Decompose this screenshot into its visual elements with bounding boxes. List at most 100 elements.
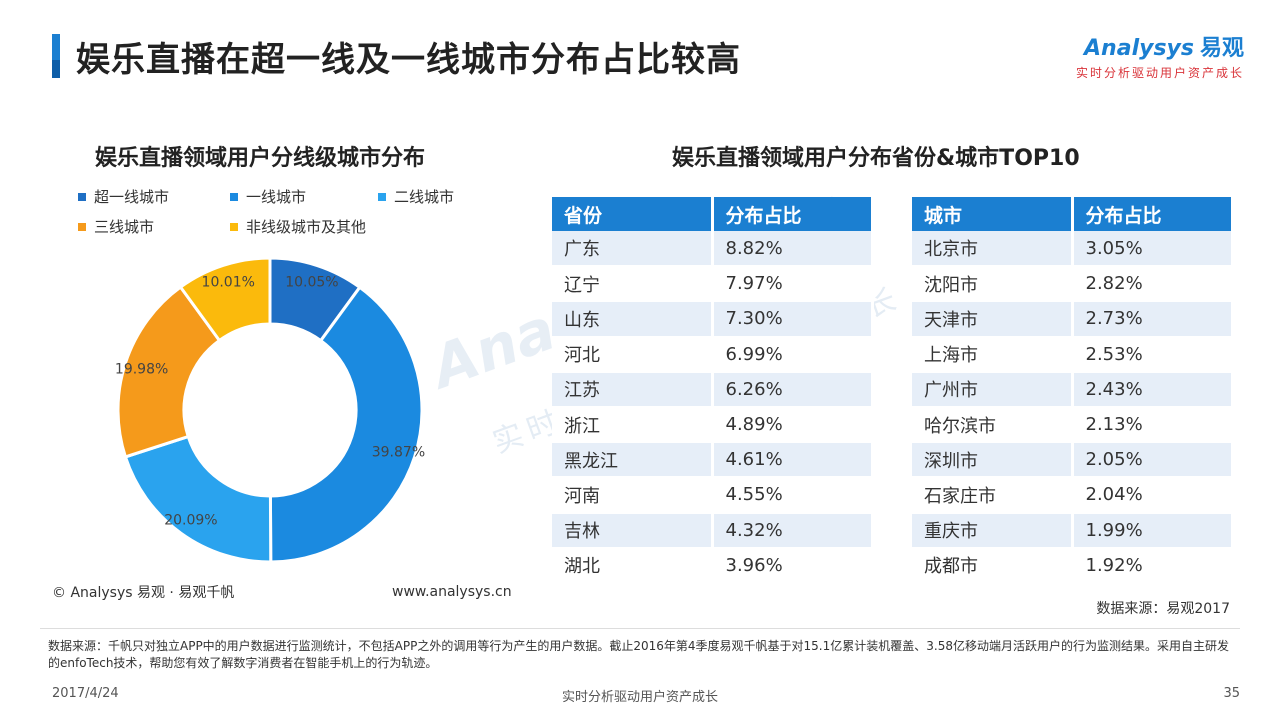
province-row: 河北 6.99% xyxy=(552,336,874,373)
province-share-cell: 8.82% xyxy=(712,231,874,268)
province-share-cell: 3.96% xyxy=(712,547,874,584)
legend-label: 三线城市 xyxy=(94,218,155,236)
city-name-cell: 哈尔滨市 xyxy=(912,406,1074,444)
province-share-cell: 6.99% xyxy=(712,336,874,373)
province-name-cell: 河南 xyxy=(552,477,714,514)
legend-swatch xyxy=(78,192,86,201)
footer-date: 2017/4/24 xyxy=(52,686,119,701)
legend-item: 一线城市 xyxy=(230,186,306,207)
logo-cn: 易观 xyxy=(1199,36,1244,61)
slice-label: 19.98% xyxy=(115,361,168,377)
province-name-cell: 浙江 xyxy=(552,406,714,444)
province-row: 黑龙江 4.61% xyxy=(552,442,874,479)
province-name-cell: 广东 xyxy=(552,231,714,268)
province-name-cell: 吉林 xyxy=(552,512,714,549)
city-row: 北京市 3.05% xyxy=(912,231,1234,268)
province-name-cell: 江苏 xyxy=(552,371,714,408)
province-table-header: 省份 分布占比 xyxy=(552,197,874,231)
page-title: 娱乐直播在超一线及一线城市分布占比较高 xyxy=(76,40,741,80)
province-share-cell: 4.61% xyxy=(712,442,874,479)
logo-en: Analysys xyxy=(1084,36,1194,61)
city-row: 深圳市 2.05% xyxy=(912,442,1234,479)
province-header-share: 分布占比 xyxy=(712,197,874,231)
province-name-cell: 河北 xyxy=(552,336,714,373)
city-share-cell: 2.04% xyxy=(1072,477,1234,514)
donut-slice xyxy=(268,285,424,564)
legend-label: 一线城市 xyxy=(246,188,307,206)
province-share-cell: 6.26% xyxy=(712,371,874,408)
city-share-cell: 1.99% xyxy=(1072,512,1234,549)
city-name-cell: 北京市 xyxy=(912,231,1074,268)
province-share-cell: 4.89% xyxy=(712,406,874,444)
city-name-cell: 天津市 xyxy=(912,301,1074,338)
province-row: 湖北 3.96% xyxy=(552,547,874,584)
city-name-cell: 成都市 xyxy=(912,547,1074,584)
legend-item: 二线城市 xyxy=(378,186,454,207)
footer-slogan: 实时分析驱动用户资产成长 xyxy=(561,690,718,705)
province-name-cell: 山东 xyxy=(552,301,714,338)
province-row: 浙江 4.89% xyxy=(552,406,874,444)
city-row: 天津市 2.73% xyxy=(912,301,1234,338)
slice-label: 10.01% xyxy=(202,275,255,291)
city-row: 广州市 2.43% xyxy=(912,371,1234,408)
legend-swatch xyxy=(230,222,238,231)
title-accent-bar-dark xyxy=(52,60,60,78)
province-row: 广东 8.82% xyxy=(552,231,874,268)
legend-label: 非线级城市及其他 xyxy=(246,218,367,236)
legend-label: 二线城市 xyxy=(394,188,455,206)
city-name-cell: 上海市 xyxy=(912,336,1074,373)
legend-item: 超一线城市 xyxy=(78,186,169,207)
city-name-cell: 石家庄市 xyxy=(912,477,1074,514)
province-share-cell: 4.32% xyxy=(712,512,874,549)
legend-swatch xyxy=(378,192,386,201)
city-share-cell: 2.13% xyxy=(1072,406,1234,444)
province-row: 河南 4.55% xyxy=(552,477,874,514)
city-header-share: 分布占比 xyxy=(1072,197,1234,231)
donut-chart: 10.05% 39.87% 20.09% 19.98% 10.01% xyxy=(115,256,425,564)
province-row: 吉林 4.32% xyxy=(552,512,874,549)
city-share-cell: 2.43% xyxy=(1072,371,1234,408)
copyright-text: © Analysys 易观 · 易观千帆 xyxy=(52,585,235,601)
title-accent-bar xyxy=(52,34,60,78)
province-row: 江苏 6.26% xyxy=(552,371,874,408)
city-row: 重庆市 1.99% xyxy=(912,512,1234,549)
city-share-cell: 2.05% xyxy=(1072,442,1234,479)
top10-section-title: 娱乐直播领域用户分布省份&城市TOP10 xyxy=(672,146,1080,171)
province-name-cell: 黑龙江 xyxy=(552,442,714,479)
page-number: 35 xyxy=(1223,686,1240,701)
legend-item: 非线级城市及其他 xyxy=(230,216,366,237)
city-row: 哈尔滨市 2.13% xyxy=(912,406,1234,444)
website-link[interactable]: www.analysys.cn xyxy=(392,584,512,600)
legend-swatch xyxy=(230,192,238,201)
city-name-cell: 沈阳市 xyxy=(912,266,1074,303)
city-name-cell: 广州市 xyxy=(912,371,1074,408)
city-table-header: 城市 分布占比 xyxy=(912,197,1234,231)
footnote-divider xyxy=(40,628,1240,629)
city-header-name: 城市 xyxy=(912,197,1074,231)
donut-slice xyxy=(123,434,273,564)
logo-main: Analysys 易观 xyxy=(1076,30,1244,62)
city-name-cell: 重庆市 xyxy=(912,512,1074,549)
donut-slice xyxy=(116,284,222,459)
city-row: 上海市 2.53% xyxy=(912,336,1234,373)
province-header-name: 省份 xyxy=(552,197,714,231)
footnote: 数据来源：千帆只对独立APP中的用户数据进行监测统计，不包括APP之外的调用等行… xyxy=(48,639,1229,670)
province-name-cell: 湖北 xyxy=(552,547,714,584)
province-row: 山东 7.30% xyxy=(552,301,874,338)
city-row: 成都市 1.92% xyxy=(912,547,1234,584)
city-share-cell: 2.73% xyxy=(1072,301,1234,338)
city-table: 城市 分布占比 北京市 3.05% 沈阳市 2.82% 天津市 2.73% 上海市 2.53%… xyxy=(912,197,1234,584)
province-table: 省份 分布占比 广东 8.82% 辽宁 7.97% 山东 7.30% 河北 6.99% 江苏 6.… xyxy=(552,197,874,584)
city-share-cell: 1.92% xyxy=(1072,547,1234,584)
city-row: 石家庄市 2.04% xyxy=(912,477,1234,514)
legend-item: 三线城市 xyxy=(78,216,154,237)
slice-label: 39.87% xyxy=(372,445,425,461)
legend-label: 超一线城市 xyxy=(94,188,170,206)
province-row: 辽宁 7.97% xyxy=(552,266,874,303)
city-share-cell: 2.53% xyxy=(1072,336,1234,373)
slice-label: 10.05% xyxy=(285,275,338,291)
province-name-cell: 辽宁 xyxy=(552,266,714,303)
donut-chart-title: 娱乐直播领域用户分线级城市分布 xyxy=(95,146,426,171)
city-share-cell: 3.05% xyxy=(1072,231,1234,268)
city-row: 沈阳市 2.82% xyxy=(912,266,1234,303)
